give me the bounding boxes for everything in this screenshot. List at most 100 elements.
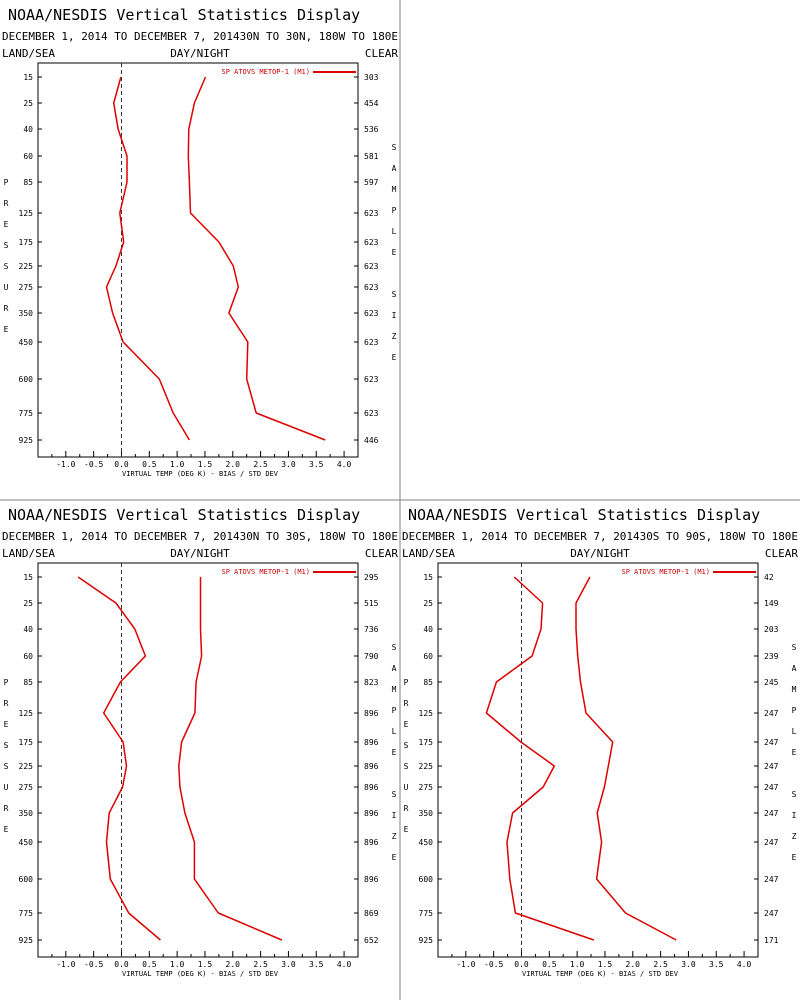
y-axis-label-letter: R — [404, 699, 409, 708]
pressure-tick-label: 225 — [19, 262, 34, 271]
sample-axis-label-letter: A — [392, 664, 397, 673]
chart-title: NOAA/NESDIS Vertical Statistics Display — [408, 506, 760, 524]
pressure-tick-label: 15 — [23, 73, 33, 82]
series-line-bias — [77, 576, 161, 941]
chart-subtitle: DECEMBER 1, 2014 TO DECEMBER 7, 201430S … — [402, 530, 798, 543]
sample-axis-label-letter: M — [392, 185, 397, 194]
x-tick-label: -1.0 — [56, 960, 75, 969]
sample-size-label: 247 — [764, 783, 779, 792]
sample-size-label: 247 — [764, 838, 779, 847]
sample-size-label: 245 — [764, 678, 779, 687]
pressure-tick-label: 60 — [423, 652, 433, 661]
pressure-tick-label: 125 — [419, 709, 434, 718]
sample-size-label: 597 — [364, 178, 379, 187]
plot-frame — [37, 62, 359, 458]
pressure-tick-label: 40 — [423, 625, 433, 634]
sample-size-label: 896 — [364, 783, 379, 792]
y-axis-label-letter: R — [4, 304, 9, 313]
x-tick-label: 0.5 — [142, 960, 157, 969]
x-tick-label: 1.5 — [598, 960, 613, 969]
sample-size-label: 454 — [364, 99, 379, 108]
sample-size-label: 247 — [764, 875, 779, 884]
sample-axis-label-letter: L — [392, 227, 397, 236]
pressure-tick-label: 25 — [23, 99, 33, 108]
pressure-tick-label: 450 — [419, 838, 434, 847]
sample-axis-label-letter: S — [792, 643, 797, 652]
pressure-tick-label: 25 — [423, 599, 433, 608]
sample-axis-label-letter: I — [792, 811, 797, 820]
sample-size-label: 896 — [364, 809, 379, 818]
pressure-tick-label: 25 — [23, 599, 33, 608]
sample-axis-label-letter: S — [392, 643, 397, 652]
pressure-tick-label: 775 — [19, 409, 34, 418]
day-night-label: DAY/NIGHT — [170, 47, 230, 60]
pressure-tick-label: 450 — [19, 338, 34, 347]
sample-size-label: 790 — [364, 652, 379, 661]
x-tick-label: 1.5 — [198, 460, 213, 469]
series-line-std-dev — [187, 76, 326, 441]
x-tick-label: 1.0 — [170, 960, 185, 969]
sample-axis-label-letter: A — [392, 164, 397, 173]
x-tick-label: 3.5 — [309, 960, 324, 969]
clear-label: CLEAR — [365, 47, 398, 60]
sample-axis-label-letter: P — [792, 706, 797, 715]
sample-size-label: 203 — [764, 625, 779, 634]
chart-title: NOAA/NESDIS Vertical Statistics Display — [8, 506, 360, 524]
x-tick-label: 2.0 — [626, 960, 641, 969]
sample-axis-label-letter: E — [392, 248, 397, 257]
x-tick-label: 2.5 — [653, 960, 668, 969]
pressure-tick-label: 15 — [423, 573, 433, 582]
sample-size-label: 823 — [364, 678, 379, 687]
pressure-tick-label: 85 — [23, 178, 33, 187]
pressure-tick-label: 275 — [419, 783, 434, 792]
sample-size-label: 247 — [764, 738, 779, 747]
pressure-tick-label: 125 — [19, 209, 34, 218]
pressure-tick-label: 600 — [19, 875, 34, 884]
sample-size-label: 149 — [764, 599, 779, 608]
y-axis-label-letter: E — [4, 220, 9, 229]
sample-size-label: 623 — [364, 309, 379, 318]
sample-axis-label-letter: P — [392, 206, 397, 215]
sample-axis-label-letter: E — [792, 853, 797, 862]
pressure-tick-label: 275 — [19, 283, 34, 292]
y-axis-label-letter: E — [4, 720, 9, 729]
y-axis-label-letter: E — [404, 720, 409, 729]
pressure-tick-label: 60 — [23, 152, 33, 161]
x-tick-label: 0.0 — [114, 460, 129, 469]
sample-size-label: 869 — [364, 909, 379, 918]
chart-subtitle: DECEMBER 1, 2014 TO DECEMBER 7, 201430N … — [2, 530, 398, 543]
pressure-tick-label: 450 — [19, 838, 34, 847]
sample-axis-label-letter: S — [792, 790, 797, 799]
y-axis-label-letter: U — [4, 783, 9, 792]
y-axis-label-letter: S — [4, 762, 9, 771]
chart-panel-3: NOAA/NESDIS Vertical Statistics Display D… — [402, 506, 798, 978]
land-sea-label: LAND/SEA — [402, 547, 455, 560]
x-axis-label: VIRTUAL TEMP (DEG K) - BIAS / STD DEV — [122, 470, 279, 478]
sample-axis-label-letter: I — [392, 811, 397, 820]
x-tick-label: 4.0 — [737, 960, 752, 969]
sample-axis-label-letter: E — [392, 748, 397, 757]
sample-size-label: 623 — [364, 409, 379, 418]
pressure-tick-label: 775 — [419, 909, 434, 918]
legend-label: SP ATOVS METOP-1 (M1) — [221, 568, 310, 576]
sample-size-label: 736 — [364, 625, 379, 634]
x-tick-label: -0.5 — [84, 960, 103, 969]
pressure-tick-label: 125 — [19, 709, 34, 718]
pressure-tick-label: 40 — [23, 125, 33, 134]
pressure-tick-label: 925 — [419, 936, 434, 945]
sample-size-label: 896 — [364, 838, 379, 847]
pressure-tick-label: 40 — [23, 625, 33, 634]
sample-size-label: 896 — [364, 738, 379, 747]
pressure-tick-label: 60 — [23, 652, 33, 661]
sample-size-label: 623 — [364, 338, 379, 347]
sample-size-label: 623 — [364, 238, 379, 247]
sample-size-label: 247 — [764, 762, 779, 771]
sample-axis-label-letter: S — [392, 290, 397, 299]
sample-size-label: 623 — [364, 262, 379, 271]
pressure-tick-label: 275 — [19, 783, 34, 792]
series-line-std-dev — [178, 577, 283, 941]
sample-axis-label-letter: E — [392, 353, 397, 362]
sample-size-label: 247 — [764, 809, 779, 818]
y-axis-label-letter: P — [4, 178, 9, 187]
